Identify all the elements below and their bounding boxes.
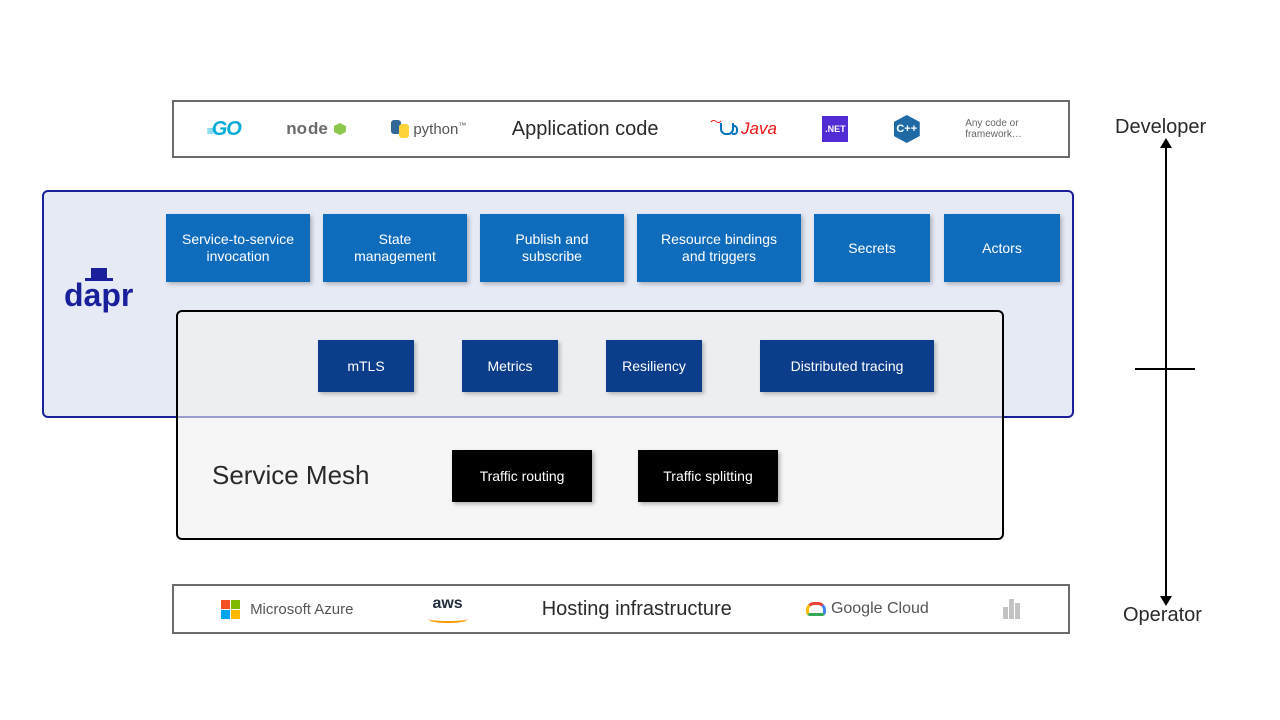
python-icon: python™ xyxy=(391,120,466,138)
capability-card: Publish and subscribe xyxy=(480,214,624,282)
azure-label: Microsoft Azure xyxy=(250,601,353,618)
java-icon: 〜Java xyxy=(704,119,777,139)
dapr-logo: dapr xyxy=(64,268,133,314)
operator-role-label: Operator xyxy=(1123,604,1202,627)
role-axis-tick xyxy=(1135,368,1195,370)
capability-card: Traffic splitting xyxy=(638,450,778,502)
capability-card: Traffic routing xyxy=(452,450,592,502)
capability-card: Secrets xyxy=(814,214,930,282)
any-code-label: Any code or framework… xyxy=(965,118,1035,140)
role-axis-line xyxy=(1165,146,1167,598)
hosting-infrastructure-bar: Microsoft Azure aws Hosting infrastructu… xyxy=(172,584,1070,634)
capability-card: Distributed tracing xyxy=(760,340,934,392)
capability-card: Service-to-service invocation xyxy=(166,214,310,282)
azure-icon: Microsoft Azure xyxy=(221,600,353,619)
capability-card: Resource bindings and triggers xyxy=(637,214,801,282)
capability-card: Actors xyxy=(944,214,1060,282)
arrow-up-icon xyxy=(1160,138,1172,148)
capability-card: Resiliency xyxy=(606,340,702,392)
capability-card: mTLS xyxy=(318,340,414,392)
dapr-label: dapr xyxy=(64,277,133,314)
onprem-icon xyxy=(1003,599,1021,619)
aws-icon: aws xyxy=(428,595,468,623)
capability-card: Metrics xyxy=(462,340,558,392)
dotnet-icon: .NET xyxy=(822,116,848,142)
node-icon: node xyxy=(286,119,346,139)
gcloud-icon: Google Cloud xyxy=(806,600,929,618)
cpp-icon: C++ xyxy=(894,115,920,143)
hosting-title: Hosting infrastructure xyxy=(542,598,732,621)
app-code-title: Application code xyxy=(512,118,659,141)
go-icon: ≡GO xyxy=(207,118,241,141)
arrow-down-icon xyxy=(1160,596,1172,606)
developer-role-label: Developer xyxy=(1115,116,1206,139)
capability-card: State management xyxy=(323,214,467,282)
application-code-bar: ≡GO node python™ Application code 〜Java … xyxy=(172,100,1070,158)
service-mesh-label: Service Mesh xyxy=(212,460,370,491)
